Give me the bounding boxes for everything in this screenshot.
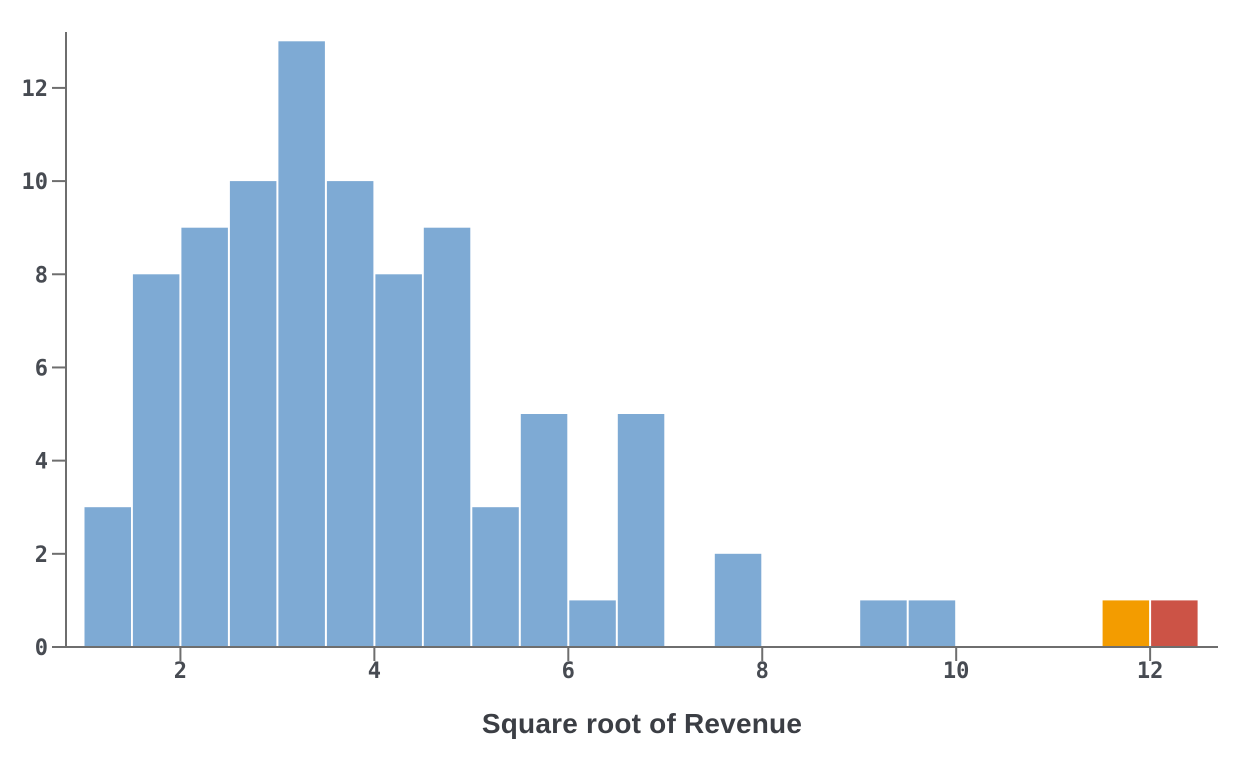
histogram-bar-blue — [278, 41, 325, 648]
y-tick-label: 10 — [22, 170, 49, 195]
y-tick-label: 2 — [35, 543, 48, 568]
x-tick-label: 6 — [562, 659, 575, 684]
histogram-bar-blue — [714, 553, 762, 647]
histogram-bar-blue — [860, 600, 907, 647]
x-tick-label: 8 — [756, 659, 769, 684]
x-tick-label: 4 — [368, 659, 381, 684]
histogram-bar-blue — [375, 274, 422, 647]
histogram-bar-blue — [569, 600, 616, 647]
histogram-bar-blue — [326, 181, 374, 647]
histogram-bar-blue — [520, 414, 568, 647]
histogram-bar-blue — [84, 507, 131, 647]
histogram-bar-blue — [229, 181, 277, 647]
x-tick-label: 2 — [174, 659, 187, 684]
y-tick-label: 12 — [22, 77, 49, 102]
histogram-bar-blue — [181, 227, 228, 647]
histogram-bar-red — [1151, 600, 1198, 647]
y-tick-label: 8 — [35, 263, 48, 288]
histogram-bar-orange — [1102, 600, 1150, 647]
histogram-bar-blue — [423, 227, 471, 647]
y-tick-label: 4 — [35, 450, 48, 475]
histogram-bar-blue — [472, 507, 519, 647]
histogram-bar-blue — [617, 414, 665, 647]
x-tick-label: 10 — [943, 659, 970, 684]
x-tick-label: 12 — [1137, 659, 1164, 684]
histogram-bar-blue — [908, 600, 956, 647]
histogram-bar-blue — [132, 274, 180, 647]
y-tick-label: 0 — [35, 636, 48, 661]
y-tick-label: 6 — [35, 356, 48, 381]
x-axis-title: Square root of Revenue — [481, 708, 803, 739]
